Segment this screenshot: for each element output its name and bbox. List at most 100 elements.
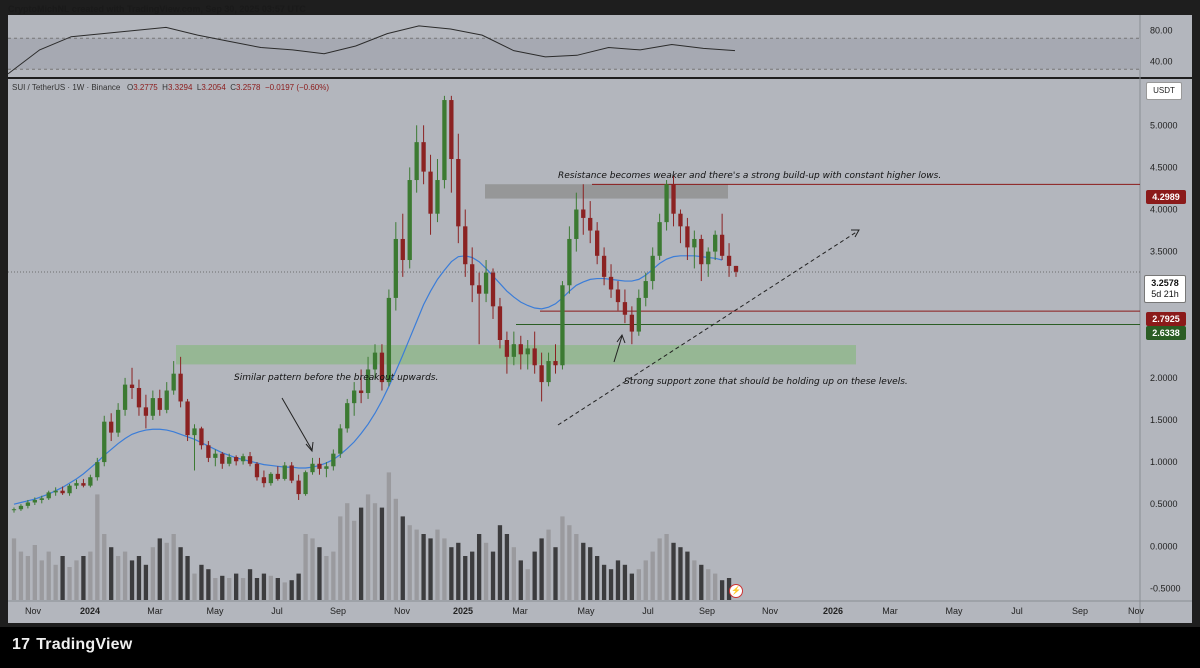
symbol-name: SUI / TetherUS · 1W · Binance — [12, 83, 121, 92]
candle-body — [476, 285, 482, 294]
candle-body — [53, 490, 58, 493]
candle-body — [88, 477, 93, 486]
price-tick-label: 3.5000 — [1150, 247, 1178, 257]
volume-bar — [317, 547, 322, 600]
volume-bar — [449, 547, 454, 600]
price-axis-bg — [1140, 79, 1192, 601]
volume-bar — [129, 560, 135, 600]
volume-bar — [352, 520, 357, 600]
candle-body — [595, 230, 600, 256]
candle-body — [518, 344, 523, 355]
candle-body — [178, 373, 183, 402]
candle-body — [692, 238, 697, 248]
candle-body — [74, 483, 79, 486]
tradingview-logo-text: TradingView — [36, 636, 133, 653]
volume-bar — [601, 564, 607, 600]
candle-body — [352, 390, 357, 404]
time-tick-label: May — [945, 606, 963, 616]
price-tag-support-high: 2.7925 — [1146, 312, 1186, 326]
volume-bar — [192, 573, 197, 600]
chart-canvas[interactable]: 80.0040.005.00004.50004.00003.50003.0000… — [0, 0, 1200, 627]
candle-body — [275, 473, 280, 479]
flash-icon[interactable]: ⚡ — [729, 584, 743, 598]
currency-button[interactable]: USDT — [1146, 82, 1182, 100]
volume-bar — [546, 529, 551, 600]
volume-bar — [331, 551, 336, 600]
candle-body — [310, 463, 315, 473]
candle-body — [428, 171, 433, 214]
time-tick-label: Jul — [271, 606, 283, 616]
candle-body — [254, 463, 260, 478]
candle-body — [504, 340, 510, 357]
candle-body — [67, 485, 72, 494]
candle-body — [143, 407, 149, 416]
tradingview-logo[interactable]: 17 TradingView — [12, 636, 132, 654]
candle-body — [268, 473, 274, 484]
volume-bar — [171, 534, 176, 600]
volume-bar — [39, 560, 44, 600]
time-tick-label: 2025 — [453, 606, 473, 616]
price-tick-label: 1.5000 — [1150, 415, 1178, 425]
candle-body — [303, 472, 308, 495]
volume-bar — [240, 578, 246, 600]
candle-body — [546, 361, 551, 383]
volume-bar — [442, 538, 447, 600]
volume-bar — [615, 560, 621, 600]
volume-bar — [53, 564, 58, 600]
volume-bar — [393, 498, 398, 600]
candle-body — [726, 255, 732, 266]
volume-bar — [678, 547, 683, 600]
volume-bar — [122, 551, 128, 600]
low-label: L — [196, 83, 202, 92]
candle-body — [553, 361, 558, 366]
time-tick-label: Jul — [1011, 606, 1023, 616]
candle-body — [324, 466, 329, 469]
volume-bar — [699, 564, 704, 600]
candle-body — [463, 226, 468, 265]
candle-body — [234, 457, 239, 462]
bar-countdown: 5d 21h — [1151, 289, 1179, 299]
candle-body — [393, 238, 398, 298]
candle-body — [407, 180, 412, 261]
volume-bar — [692, 560, 697, 600]
candle-body — [240, 456, 246, 462]
time-tick-label: Nov — [394, 606, 411, 616]
volume-bar — [664, 534, 669, 600]
candle-body — [345, 403, 350, 429]
volume-bar — [358, 507, 364, 600]
volume-bar — [109, 547, 114, 600]
time-tick-label: 2024 — [80, 606, 100, 616]
volume-bar — [95, 494, 100, 600]
pattern-arrowhead — [305, 441, 314, 453]
volume-bar — [157, 538, 162, 600]
volume-bar — [518, 560, 523, 600]
candle-body — [719, 234, 725, 256]
trendline-arrowhead — [851, 229, 860, 238]
time-axis-bg — [8, 601, 1192, 623]
candle-body — [713, 234, 718, 252]
volume-bar — [310, 538, 315, 600]
volume-bar — [46, 551, 51, 600]
candle-body — [317, 463, 322, 469]
volume-bar — [588, 547, 593, 600]
volume-bar — [713, 573, 718, 600]
candle-body — [122, 384, 128, 410]
volume-bar — [414, 529, 419, 600]
candle-body — [490, 272, 496, 307]
footer-bar — [0, 627, 1200, 668]
low-value: 3.2054 — [201, 83, 226, 92]
volume-bar — [629, 573, 635, 600]
candle-body — [671, 184, 676, 214]
candle-body — [539, 365, 544, 383]
price-tick-label: 0.5000 — [1150, 499, 1178, 509]
candle-body — [372, 352, 378, 370]
trendline — [557, 230, 859, 426]
volume-bar — [11, 538, 17, 600]
candle-body — [289, 465, 294, 481]
rsi-band — [8, 38, 1140, 70]
candle-body — [414, 142, 419, 181]
candle-body — [358, 390, 364, 394]
volume-bar — [338, 516, 343, 600]
candle-body — [192, 428, 197, 436]
